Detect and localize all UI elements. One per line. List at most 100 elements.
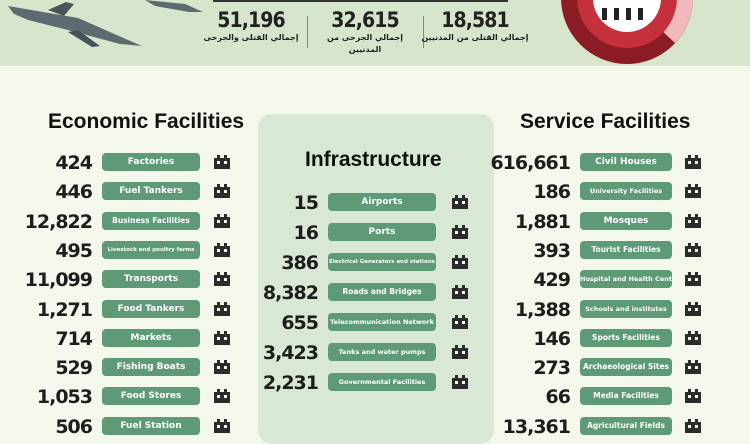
house-icon bbox=[682, 152, 704, 172]
item-label-pill: Fishing Boats bbox=[102, 358, 200, 377]
item-value: 2,231 bbox=[262, 372, 319, 394]
stat-value: 18,581 bbox=[441, 8, 509, 32]
list-item: 2,231 Governmental Facilities bbox=[0, 373, 750, 393]
chicken-icon bbox=[211, 240, 233, 260]
list-item: 11,099 Transports bbox=[0, 270, 750, 290]
graduation-cap-icon bbox=[682, 181, 704, 201]
item-value: 386 bbox=[281, 252, 319, 274]
service-title: Service Facilities bbox=[520, 110, 691, 133]
list-item: 13,361 Agricultural Fields bbox=[0, 415, 750, 438]
item-value: 13,361 bbox=[502, 415, 571, 438]
fighter-jet-icon bbox=[8, 2, 142, 47]
item-label-pill: University Facilities bbox=[580, 182, 672, 201]
fuel-pump-icon bbox=[211, 416, 233, 436]
list-item: 655 Telecommunication Network bbox=[0, 313, 750, 333]
school-icon bbox=[682, 299, 704, 319]
bridge-icon bbox=[449, 282, 471, 302]
item-label-pill: Food Stores bbox=[102, 387, 200, 406]
item-value: 66 bbox=[545, 386, 571, 409]
item-value: 429 bbox=[533, 269, 571, 292]
item-label-pill: Sports Facilities bbox=[580, 328, 672, 347]
airport-icon bbox=[449, 192, 471, 212]
item-value: 1,388 bbox=[514, 298, 571, 321]
item-value: 1,881 bbox=[514, 210, 571, 233]
item-label-pill: Factories bbox=[102, 153, 200, 171]
item-label-pill: Fuel Tankers bbox=[102, 182, 200, 201]
stat-total-casualties: 51,196 إجمالي القتلى والجرحى bbox=[196, 8, 306, 44]
item-label-pill: Roads and Bridges bbox=[328, 283, 436, 301]
market-icon bbox=[211, 328, 233, 348]
list-item: 66 Media Facilities bbox=[0, 387, 750, 407]
item-label-pill: Archaeological Sites bbox=[580, 358, 672, 377]
stat-label: إجمالي الجرحى من المدنيين bbox=[326, 33, 404, 54]
item-value: 393 bbox=[533, 239, 571, 262]
item-value: 424 bbox=[55, 152, 93, 174]
item-label-pill: Mosques bbox=[580, 211, 672, 230]
list-item: 146 Sports Facilities bbox=[0, 328, 750, 349]
item-label-pill: Food Tankers bbox=[102, 299, 200, 318]
list-item: 495 Livestock and poultry farms bbox=[0, 239, 750, 262]
mosque-icon bbox=[682, 211, 704, 231]
generator-icon bbox=[449, 252, 471, 272]
food-store-icon bbox=[211, 386, 233, 406]
port-icon bbox=[449, 222, 471, 242]
list-item: 429 Hospital and Health Center bbox=[0, 270, 750, 290]
list-item: 1,271 Food Tankers bbox=[0, 298, 750, 321]
item-label-pill: Media Facilities bbox=[580, 387, 672, 406]
government-building-icon bbox=[449, 372, 471, 392]
item-label-pill: Telecommunication Network bbox=[328, 313, 436, 331]
fuel-truck-icon bbox=[211, 181, 233, 201]
stat-value: 32,615 bbox=[331, 8, 399, 32]
factory-icon bbox=[211, 152, 233, 172]
list-item: 393 Tourist Facilities bbox=[0, 239, 750, 262]
football-icon bbox=[682, 328, 704, 348]
divider bbox=[423, 16, 424, 48]
list-item: 15 Airports bbox=[0, 193, 750, 213]
item-label-pill: Transports bbox=[102, 270, 200, 289]
item-value: 446 bbox=[55, 181, 93, 204]
item-label-pill: Hospital and Health Center bbox=[580, 270, 672, 289]
item-value: 16 bbox=[293, 222, 319, 244]
list-item: 714 Markets bbox=[0, 327, 750, 350]
stat-label: إجمالي القتلى والجرحى bbox=[203, 33, 299, 42]
divider bbox=[307, 16, 308, 48]
boat-icon bbox=[211, 357, 233, 377]
item-label-pill: Ports bbox=[328, 223, 436, 241]
stat-value: 51,196 bbox=[217, 8, 285, 32]
stat-label: إجمالي القتلى من المدنيين bbox=[421, 33, 529, 42]
landmark-icon bbox=[682, 240, 704, 260]
item-label-pill: Business Facilities bbox=[102, 211, 200, 230]
item-label-pill: Electrical Generators and stations bbox=[328, 253, 436, 271]
infrastructure-title: Infrastructure bbox=[305, 148, 442, 171]
item-label-pill: Governmental Facilities bbox=[328, 373, 436, 391]
truck-icon bbox=[211, 299, 233, 319]
donut-graphic bbox=[561, 0, 693, 64]
economic-title: Economic Facilities bbox=[48, 110, 245, 133]
list-item: 12,822 Business Facilities bbox=[0, 210, 750, 233]
item-value: 3,423 bbox=[262, 342, 319, 364]
item-label-pill: Markets bbox=[102, 328, 200, 347]
item-value: 714 bbox=[55, 327, 93, 350]
hospital-icon bbox=[682, 269, 704, 289]
item-value: 8,382 bbox=[262, 282, 319, 304]
item-label-pill: Tanks and water pumps bbox=[328, 343, 436, 361]
list-item: 424 Factories bbox=[0, 153, 750, 173]
list-item: 186 University Facilities bbox=[0, 182, 750, 202]
item-label-pill: Tourist Facilities bbox=[580, 240, 672, 259]
list-item: 1,053 Food Stores bbox=[0, 387, 750, 407]
list-item: 1,881 Mosques bbox=[0, 210, 750, 233]
item-label-pill: Schools and institutes bbox=[580, 299, 672, 318]
vase-icon bbox=[682, 357, 704, 377]
item-value: 12,822 bbox=[24, 210, 93, 233]
list-item: 386 Electrical Generators and stations bbox=[0, 253, 750, 273]
item-value: 11,099 bbox=[24, 269, 93, 292]
water-tank-icon bbox=[449, 342, 471, 362]
list-item: 1,388 Schools and institutes bbox=[0, 298, 750, 321]
list-item: 3,423 Tanks and water pumps bbox=[0, 343, 750, 363]
item-value: 495 bbox=[55, 239, 93, 262]
bus-icon bbox=[211, 269, 233, 289]
item-value: 616,661 bbox=[490, 152, 571, 174]
item-value: 1,271 bbox=[36, 298, 93, 321]
list-item: 446 Fuel Tankers bbox=[0, 182, 750, 202]
item-label-pill: Airports bbox=[328, 193, 436, 211]
